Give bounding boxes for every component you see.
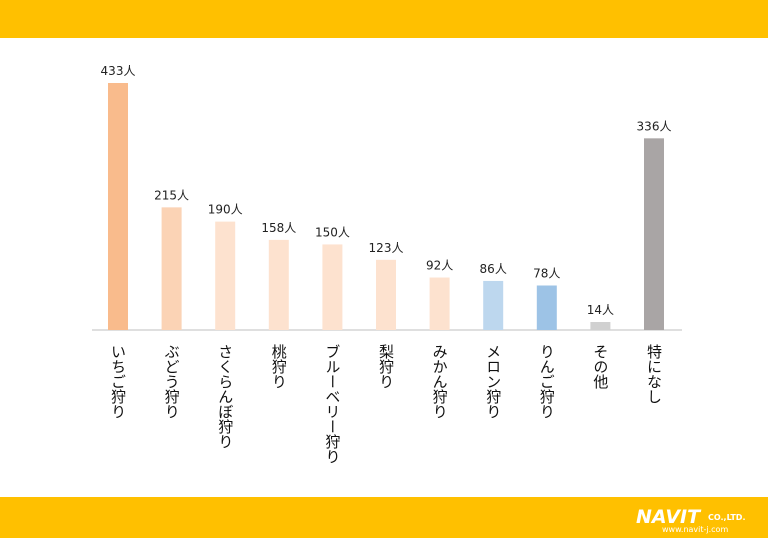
bar <box>215 221 236 330</box>
value-label: 123人 <box>369 241 404 255</box>
value-label: 190人 <box>208 203 243 217</box>
category-label: 梨狩り <box>377 344 395 389</box>
value-label: 215人 <box>154 188 189 202</box>
value-label: 433人 <box>101 64 136 78</box>
category-label: みかん狩り <box>431 344 449 419</box>
bar <box>590 322 611 330</box>
category-label: 特になし <box>645 344 663 404</box>
category-label: りんご狩り <box>538 344 556 419</box>
bar <box>429 277 450 330</box>
category-label: ブルーベリー狩り <box>323 344 341 464</box>
value-label: 14人 <box>587 303 614 317</box>
top-banner <box>0 0 768 38</box>
value-label: 336人 <box>637 119 672 133</box>
bar <box>536 285 557 330</box>
category-label: メロン狩り <box>484 344 502 419</box>
logo-url: www.navit-j.com <box>662 525 728 534</box>
value-label: 92人 <box>426 259 453 273</box>
value-label: 78人 <box>533 267 560 281</box>
bar <box>161 207 182 330</box>
category-label: 桃狩り <box>270 344 288 389</box>
bar <box>268 239 289 330</box>
value-label: 86人 <box>480 262 507 276</box>
bar <box>322 244 343 330</box>
logo-suffix: CO.,LTD. <box>708 513 745 522</box>
bar <box>376 259 396 330</box>
category-label: ぶどう狩り <box>163 344 181 419</box>
value-label: 158人 <box>261 221 296 235</box>
value-label: 150人 <box>315 225 350 239</box>
bar <box>644 138 664 330</box>
logo-name: NAVIT <box>636 506 702 528</box>
category-label: さくらんぼ狩り <box>216 344 234 449</box>
category-label: その他 <box>591 344 609 390</box>
bottom-banner <box>0 497 768 538</box>
bar <box>483 280 504 330</box>
bar <box>108 83 128 330</box>
category-label: いちご狩り <box>109 344 127 419</box>
